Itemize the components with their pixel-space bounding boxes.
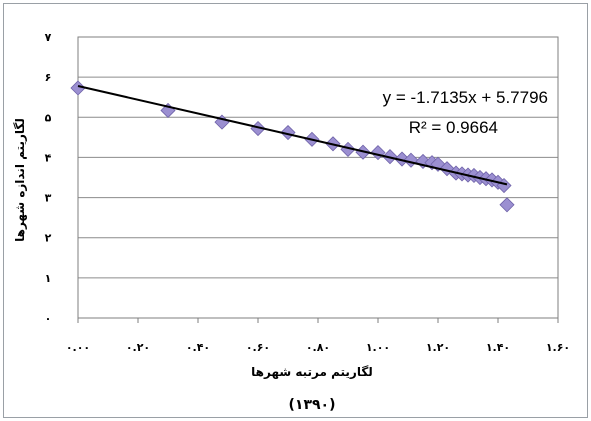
y-tick-label: ۴: [45, 151, 52, 164]
y-axis-title: لگاریتم اندازه شهرها: [13, 118, 27, 242]
x-tick-label: ۰.۴۰: [186, 341, 210, 354]
data-point: [394, 151, 410, 167]
y-tick-label: ۷: [45, 31, 52, 44]
x-tick-label: ۰.۸۰: [306, 341, 330, 354]
x-tick-label: ۱.۶۰: [546, 341, 570, 354]
x-axis-title: لگاریتم مرتبه شهرها: [251, 365, 373, 379]
x-tick-label: ۰.۶۰: [246, 341, 270, 354]
x-tick-label: ۱.۲۰: [426, 341, 450, 354]
data-point: [280, 124, 296, 141]
y-tick-label: ۳: [45, 192, 52, 205]
trendline-r-squared: R² = 0.9664: [409, 118, 498, 137]
y-axis-ticks: ۰ ۱ ۲ ۳ ۴ ۵ ۶ ۷: [45, 31, 52, 325]
plot-area: [77, 36, 559, 319]
chart-subtitle: (۱۳۹۰): [289, 397, 336, 413]
x-axis-ticks: ۰.۰۰ ۰.۲۰ ۰.۴۰ ۰.۶۰ ۰.۸۰ ۱.۰۰ ۱.۲۰ ۱.۴۰ ۱.۶۰: [66, 341, 570, 354]
x-tick-label: ۰.۲۰: [126, 341, 150, 354]
x-tick-label: ۱.۰۰: [366, 341, 390, 354]
x-tick-label: ۰.۰۰: [66, 341, 90, 354]
trendline: [77, 85, 508, 186]
y-tick-label: ۵: [45, 111, 52, 124]
x-tick-label: ۱.۴۰: [486, 341, 510, 354]
y-tick-label: ۱: [45, 272, 52, 285]
y-tick-label: ۶: [45, 71, 52, 84]
y-tick-label: ۲: [45, 232, 52, 245]
trendline-equation: y = -1.7135x + 5.7796: [383, 88, 548, 107]
data-point: [70, 80, 86, 96]
data-point: [499, 197, 515, 213]
y-tick-label: ۰: [45, 312, 52, 325]
chart-frame: [3, 3, 588, 418]
